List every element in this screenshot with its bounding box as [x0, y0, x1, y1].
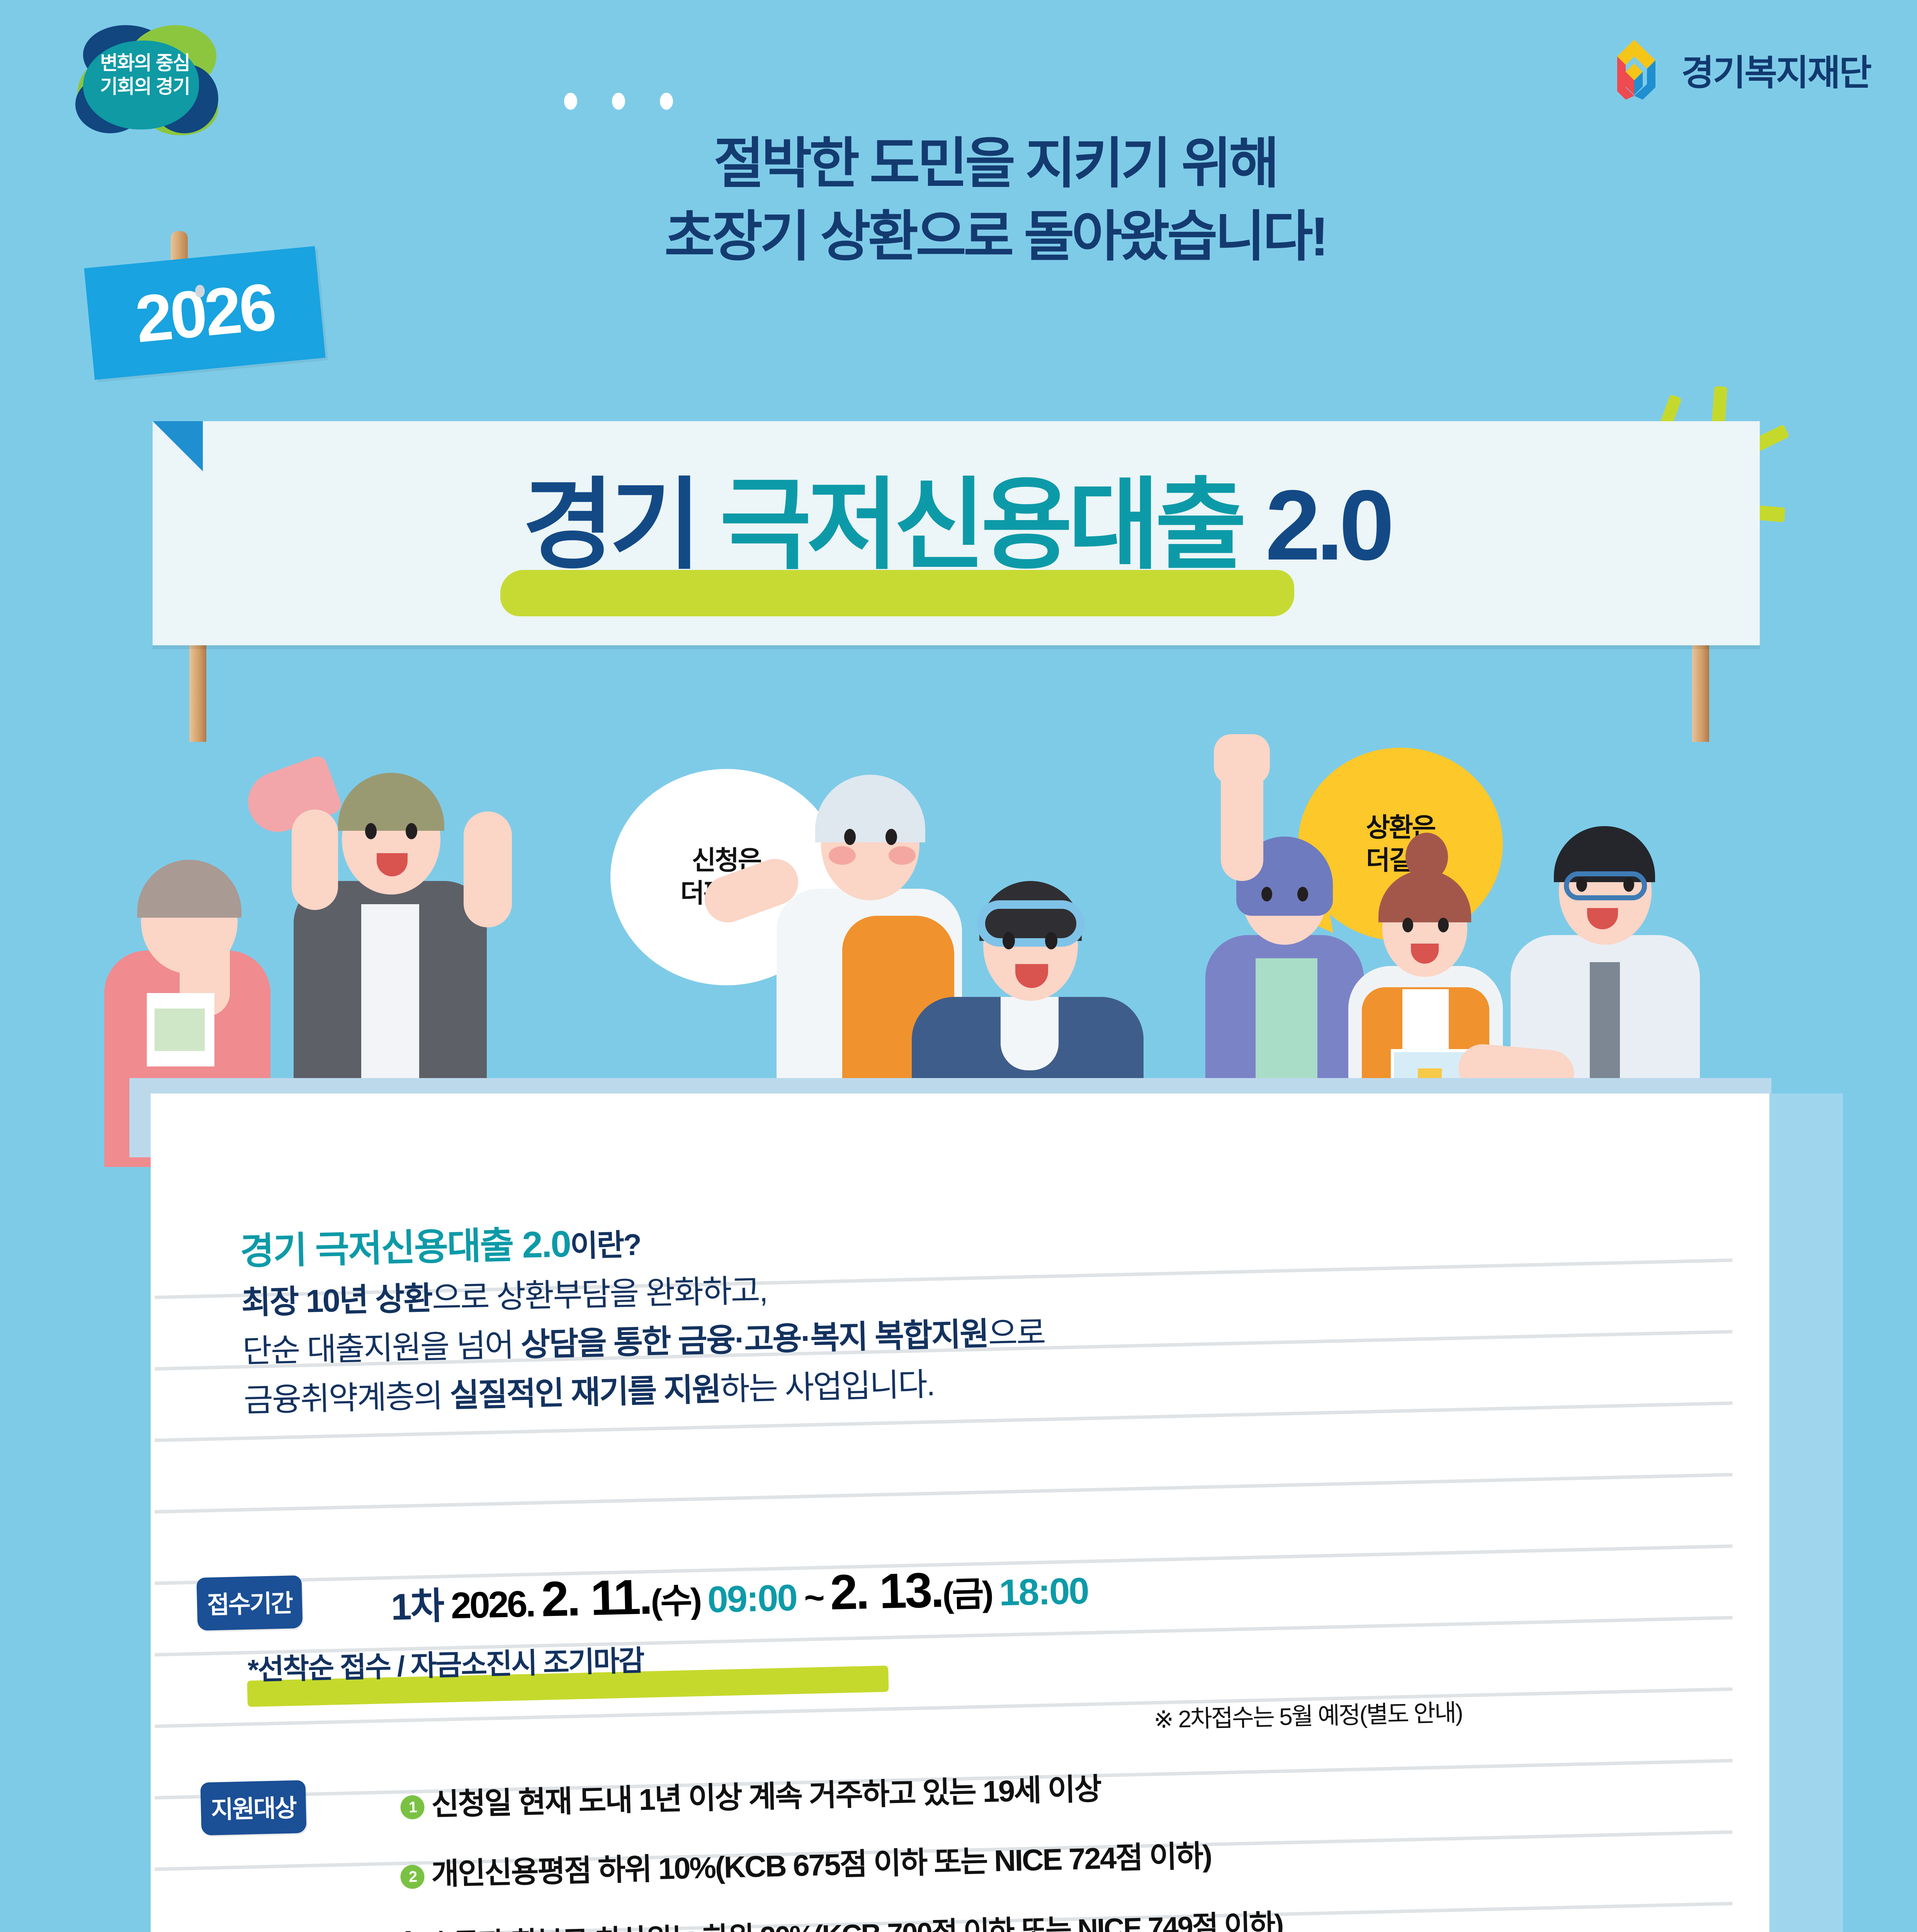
dot-1 [564, 93, 577, 110]
banner-title-part-2: 극저신용대출 [719, 469, 1247, 581]
dot-3 [660, 93, 673, 110]
figure-4-collar [1001, 997, 1059, 1070]
foundation-mark-icon [1607, 38, 1665, 102]
figure-3-eye-right [885, 829, 897, 845]
tag-nail-icon [195, 285, 205, 298]
period-start-day: (수) [650, 1582, 701, 1622]
intro-question-suffix: 이란? [569, 1227, 641, 1263]
figure-3-cheek-right [889, 846, 916, 865]
figure-3-eye-left [844, 829, 856, 845]
panel-right-edge [1769, 1094, 1843, 1932]
intro-line-3-c: 하는 사업입니다. [720, 1366, 935, 1407]
period-end-time: 18:00 [998, 1570, 1089, 1614]
figure-2-eye-left [365, 823, 377, 839]
decorative-dots [564, 93, 673, 110]
figure-4-headband [977, 900, 1085, 947]
badge-slogan-line2: 기회의 경기 [100, 76, 190, 97]
dot-2 [612, 93, 625, 110]
figure-6-eye-right [1438, 918, 1449, 932]
figure-6-bun [1405, 833, 1448, 881]
people-illustration: 신청은 더편하게 [0, 719, 1917, 1190]
year-tag: 2026 [84, 246, 326, 380]
headline: 절박한 도민을 지키기 위해 초장기 상환으로 돌아왔습니다! [37, 128, 1917, 274]
section-label-period: 접수기간 [196, 1575, 303, 1631]
banner-title-part-1: 경기 [522, 469, 702, 581]
figure-5-eye-right [1297, 887, 1308, 901]
figure-1-hair [137, 860, 241, 918]
figure-7-eye-left [1576, 877, 1587, 892]
intro-line-2-bold: 상담을 통한 금융·고용·복지 복합지원 [520, 1316, 989, 1363]
banner-title-part-3: 2.0 [1265, 469, 1395, 581]
banner-title: 경기 극저신용대출 2.0 [153, 444, 1760, 588]
intro-line-2-c: 으로 [987, 1315, 1045, 1352]
foundation-name: 경기복지재단 [1681, 53, 1872, 93]
period-note-right: ※ 2차접수는 5월 예정(별도 안내) [1153, 1699, 1463, 1733]
figure-3-hair [815, 775, 925, 842]
banner-corner-fold [153, 421, 203, 471]
figure-6-eye-left [1402, 918, 1413, 932]
gyeonggi-province-badge: 변화의 중심 기회의 경기 [68, 21, 222, 135]
intro-line-1-rest: 으로 상환부담을 완화하고, [431, 1272, 767, 1316]
figure-5-eye-left [1261, 887, 1272, 901]
figure-3-cheek-left [829, 846, 856, 865]
figure-2-eye-right [406, 823, 417, 839]
figure-1-document-accent [155, 1009, 205, 1051]
intro-line-3-bold: 실질적인 재기를 지원 [449, 1371, 721, 1413]
period-start-date: 2. 11. [540, 1569, 651, 1627]
banner-title-highlight [500, 570, 1294, 616]
badge-slogan: 변화의 중심 기회의 경기 [68, 51, 222, 99]
headline-line-2: 초장기 상환으로 돌아왔습니다! [664, 206, 1329, 267]
period-tilde: ~ [803, 1578, 824, 1618]
badge-blob-teal [83, 41, 199, 129]
figure-2-hair [338, 773, 444, 831]
figure-2-hand-2 [464, 811, 512, 927]
period-year: 2026. [450, 1583, 535, 1627]
figure-4-eye-left [1003, 932, 1015, 949]
intro-line-1-bold: 최장 10년 상환 [241, 1280, 432, 1321]
intro-line-3-a: 금융취약계층의 [243, 1377, 450, 1418]
period-round: 1차 [390, 1585, 444, 1628]
intro-question-highlight: 경기 극저신용대출 2.0 [240, 1223, 571, 1272]
period-start-time: 09:00 [707, 1577, 797, 1621]
foundation-logo: 경기복지재단 [1607, 38, 1872, 102]
eligibility-item-1-number: 1 [400, 1795, 425, 1820]
badge-slogan-line1: 변화의 중심 [100, 52, 190, 74]
year-tag-label: 2026 [132, 269, 277, 357]
figure-2-hand [292, 810, 338, 910]
period-end-date: 2. 13. [829, 1562, 943, 1621]
section-label-eligibility: 지원대상 [200, 1780, 307, 1836]
figure-5-fist [1214, 734, 1270, 784]
figure-4-eye-right [1045, 932, 1057, 949]
headline-line-1: 절박한 도민을 지키기 위해 [714, 133, 1279, 194]
eligibility-item-2-number: 2 [400, 1864, 425, 1889]
period-end-day: (금) [942, 1575, 992, 1615]
figure-7-tie [1590, 962, 1620, 1097]
intro-block: 경기 극저신용대출 2.0이란? 최장 10년 상환으로 상환부담을 완화하고,… [240, 1192, 1635, 1425]
figure-7-eye-right [1623, 877, 1634, 892]
intro-line-2-a: 단순 대출지원을 넘어 [242, 1327, 522, 1370]
